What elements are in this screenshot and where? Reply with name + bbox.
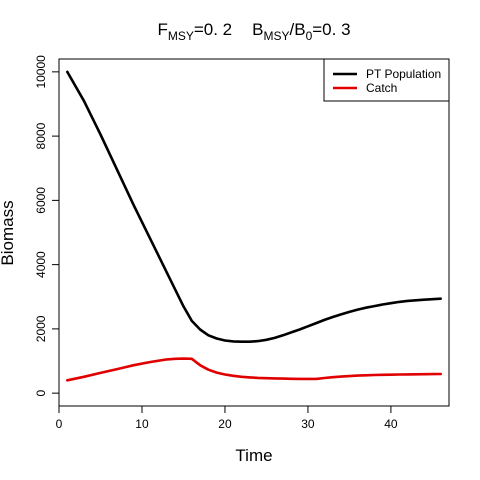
series-line-pt-population — [66, 70, 443, 344]
y-tick-label: 4000 — [34, 251, 48, 278]
x-tick-label: 30 — [301, 417, 315, 431]
legend-box — [323, 58, 450, 102]
y-tick-label: 8000 — [34, 122, 48, 149]
y-tick-label: 0 — [34, 389, 48, 396]
plot-frame — [58, 58, 450, 407]
y-axis-title: Biomass — [0, 200, 17, 265]
chart-title: FMSY=0. 2 BMSY/B0=0. 3 — [157, 20, 350, 43]
legend: PT Population Catch — [323, 58, 450, 102]
x-tick-label: 40 — [384, 417, 398, 431]
x-tick-label: 0 — [56, 417, 63, 431]
y-tick-label: 2000 — [34, 315, 48, 342]
series-line-catch — [66, 357, 443, 382]
x-tick-label: 10 — [135, 417, 149, 431]
title-f-main: F — [157, 20, 167, 39]
y-axis: 0 2000 4000 6000 8000 10000 — [34, 55, 60, 396]
x-axis: 0 10 20 30 40 — [56, 405, 398, 431]
series-layer — [66, 70, 443, 382]
title-b-main: B — [252, 20, 263, 39]
x-tick-label: 20 — [218, 417, 232, 431]
y-tick-label: 10000 — [34, 55, 48, 89]
title-b-sub: MSY — [263, 29, 289, 43]
title-b-mid: /B — [290, 20, 306, 39]
title-b-sub0: 0 — [306, 29, 313, 43]
y-tick-label: 6000 — [34, 187, 48, 214]
title-b-value: =0. 3 — [312, 20, 350, 39]
legend-label-catch: Catch — [366, 81, 397, 95]
title-f-value: =0. 2 — [194, 20, 232, 39]
legend-label-pt-population: PT Population — [366, 67, 441, 81]
x-axis-title: Time — [235, 446, 272, 465]
title-f-sub: MSY — [168, 29, 194, 43]
